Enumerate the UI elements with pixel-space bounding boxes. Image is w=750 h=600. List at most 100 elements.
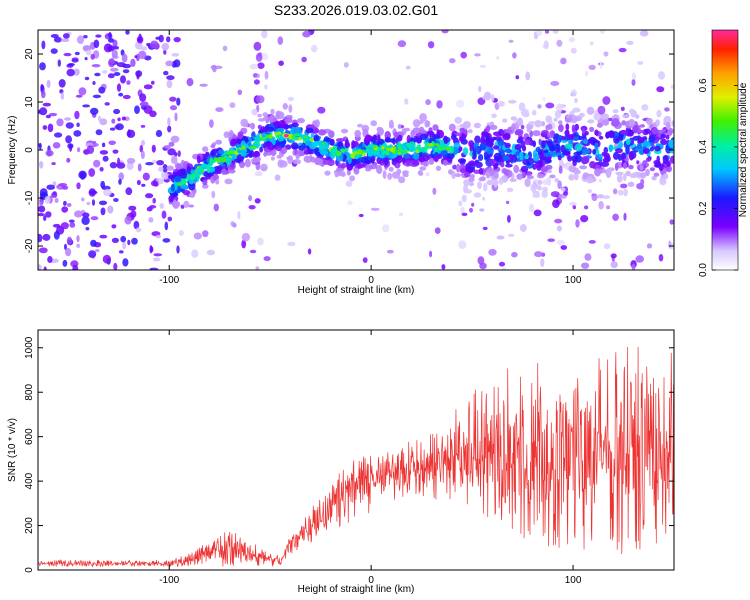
peak-marker xyxy=(283,134,289,138)
signal-blob xyxy=(581,156,590,164)
signal-blob xyxy=(340,162,347,169)
noise-blob xyxy=(125,30,130,35)
signal-blob xyxy=(517,136,524,141)
signal-blob xyxy=(221,168,227,175)
noise-blob xyxy=(222,45,228,52)
signal-core-blob xyxy=(390,147,395,153)
signal-core-blob xyxy=(445,147,450,151)
signal-blob xyxy=(205,151,210,157)
noise-blob xyxy=(130,210,137,218)
signal-blob xyxy=(166,165,174,171)
signal-blob xyxy=(210,150,217,158)
signal-blob xyxy=(574,123,579,131)
noise-blob xyxy=(115,123,124,131)
signal-core-blob xyxy=(427,143,434,147)
signal-blob xyxy=(172,192,179,197)
signal-blob xyxy=(468,160,477,166)
noise-blob xyxy=(508,99,517,104)
signal-core-blob xyxy=(213,157,219,162)
noise-blob xyxy=(138,50,147,60)
signal-blob xyxy=(625,113,629,118)
signal-blob xyxy=(613,151,620,160)
noise-blob xyxy=(429,250,433,258)
signal-blob xyxy=(661,128,666,133)
noise-blob xyxy=(657,71,666,80)
signal-core-blob xyxy=(303,135,308,139)
signal-blob xyxy=(237,138,242,145)
signal-blob xyxy=(243,136,249,142)
noise-blob xyxy=(547,238,555,242)
signal-blob xyxy=(572,107,581,113)
signal-blob xyxy=(486,125,491,133)
spectrogram-xtick-label: 100 xyxy=(565,275,582,286)
signal-blob xyxy=(293,159,301,165)
noise-blob xyxy=(78,170,87,179)
signal-blob xyxy=(639,124,646,128)
noise-blob xyxy=(66,236,73,245)
signal-blob xyxy=(565,123,570,131)
signal-blob xyxy=(463,184,469,193)
signal-blob xyxy=(558,120,563,125)
signal-blob xyxy=(501,168,508,174)
noise-blob xyxy=(66,157,71,163)
signal-blob xyxy=(196,155,201,164)
noise-blob xyxy=(110,67,119,72)
signal-blob xyxy=(643,147,650,154)
signal-blob xyxy=(485,141,494,147)
signal-blob xyxy=(423,145,430,150)
noise-blob xyxy=(257,237,264,246)
signal-blob xyxy=(516,173,523,180)
signal-blob xyxy=(623,173,627,182)
noise-blob xyxy=(150,40,159,49)
noise-blob xyxy=(64,117,72,121)
noise-blob xyxy=(569,202,577,206)
noise-blob xyxy=(76,35,85,45)
signal-blob xyxy=(594,129,599,136)
signal-blob xyxy=(291,122,299,128)
signal-blob xyxy=(314,119,320,128)
noise-blob xyxy=(141,140,145,146)
noise-blob xyxy=(76,243,81,248)
signal-blob xyxy=(653,160,661,165)
noise-blob xyxy=(50,34,59,38)
noise-blob xyxy=(156,160,165,166)
signal-blob xyxy=(567,155,573,162)
signal-blob xyxy=(641,104,649,111)
signal-blob xyxy=(553,117,558,122)
noise-blob xyxy=(488,248,497,256)
noise-blob xyxy=(75,94,83,98)
noise-blob xyxy=(598,200,604,210)
noise-blob xyxy=(73,130,82,137)
signal-blob xyxy=(336,141,344,147)
signal-blob xyxy=(579,165,588,170)
signal-blob xyxy=(370,120,378,127)
noise-blob xyxy=(39,107,48,116)
noise-blob xyxy=(174,112,178,122)
signal-blob xyxy=(571,124,576,132)
signal-blob xyxy=(526,175,534,180)
signal-blob xyxy=(454,116,463,124)
noise-blob xyxy=(362,257,368,263)
signal-blob xyxy=(447,152,455,160)
signal-blob xyxy=(301,142,306,149)
signal-blob xyxy=(663,115,672,125)
noise-blob xyxy=(71,58,79,63)
signal-blob xyxy=(293,126,302,135)
noise-blob xyxy=(100,180,106,189)
signal-blob xyxy=(257,113,262,118)
signal-blob xyxy=(467,129,473,134)
signal-blob xyxy=(532,163,537,170)
noise-blob xyxy=(556,239,565,246)
noise-blob xyxy=(41,90,46,99)
signal-blob xyxy=(440,150,448,155)
noise-blob xyxy=(658,254,664,262)
noise-blob xyxy=(118,178,122,185)
noise-blob xyxy=(102,155,109,162)
signal-blob xyxy=(545,115,552,123)
signal-blob xyxy=(606,167,612,176)
signal-blob xyxy=(273,118,277,122)
noise-blob xyxy=(89,190,98,195)
signal-blob xyxy=(310,156,316,163)
signal-core-blob xyxy=(298,133,303,138)
noise-blob xyxy=(158,34,164,43)
